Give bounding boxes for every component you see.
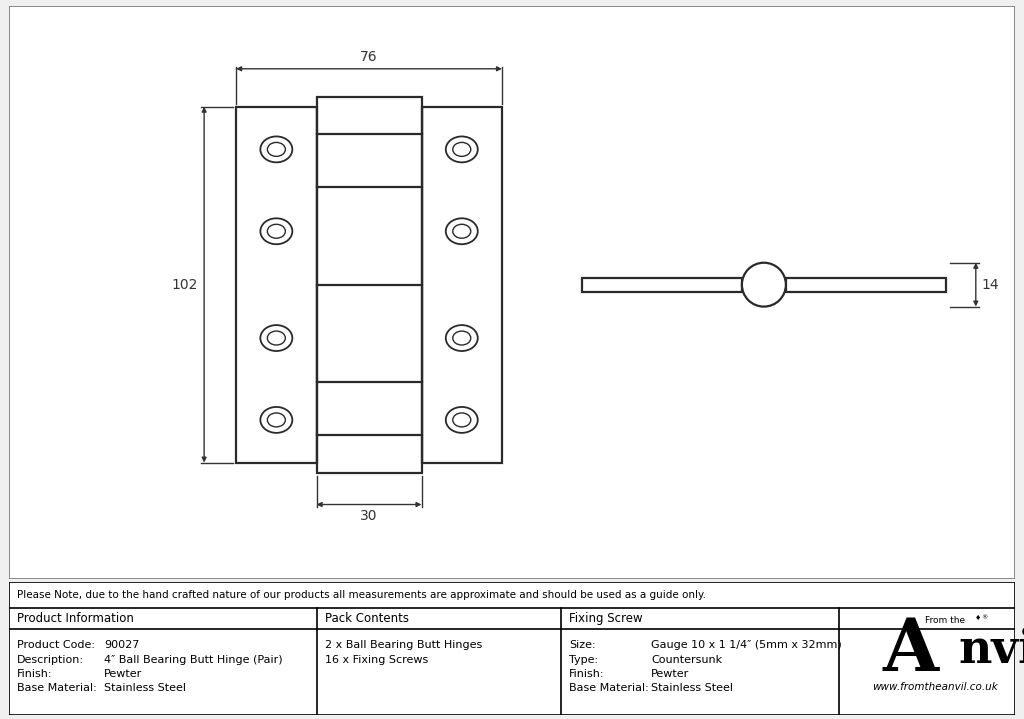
Text: 30: 30 bbox=[360, 510, 378, 523]
Text: Stainless Steel: Stainless Steel bbox=[104, 683, 186, 693]
Text: Pack Contents: Pack Contents bbox=[325, 612, 409, 625]
Text: Pewter: Pewter bbox=[104, 669, 142, 679]
Ellipse shape bbox=[267, 413, 286, 427]
Text: From the: From the bbox=[925, 616, 965, 625]
Text: Pewter: Pewter bbox=[651, 669, 689, 679]
Ellipse shape bbox=[445, 325, 478, 351]
Ellipse shape bbox=[445, 137, 478, 162]
Bar bbox=[237, 106, 316, 462]
Bar bbox=[582, 278, 742, 292]
Text: Type:: Type: bbox=[569, 656, 598, 665]
Text: Base Material:: Base Material: bbox=[569, 683, 649, 693]
Circle shape bbox=[742, 262, 785, 306]
Bar bbox=[785, 278, 946, 292]
Ellipse shape bbox=[453, 224, 471, 238]
Text: 4″ Ball Bearing Butt Hinge (Pair): 4″ Ball Bearing Butt Hinge (Pair) bbox=[104, 656, 283, 665]
Text: Finish:: Finish: bbox=[17, 669, 52, 679]
Ellipse shape bbox=[445, 407, 478, 433]
Ellipse shape bbox=[267, 331, 286, 345]
Text: Countersunk: Countersunk bbox=[651, 656, 722, 665]
Text: 14: 14 bbox=[982, 278, 999, 292]
Text: Finish:: Finish: bbox=[569, 669, 604, 679]
Text: A: A bbox=[883, 615, 939, 686]
Ellipse shape bbox=[453, 413, 471, 427]
Text: Product Code:: Product Code: bbox=[17, 641, 95, 651]
Ellipse shape bbox=[260, 325, 292, 351]
Text: nvil: nvil bbox=[958, 628, 1024, 674]
Text: 76: 76 bbox=[360, 50, 378, 64]
Bar bbox=[316, 97, 422, 472]
Ellipse shape bbox=[453, 142, 471, 156]
Text: Base Material:: Base Material: bbox=[17, 683, 97, 693]
Ellipse shape bbox=[453, 331, 471, 345]
Text: 16 x Fixing Screws: 16 x Fixing Screws bbox=[325, 656, 428, 665]
Ellipse shape bbox=[260, 219, 292, 244]
Ellipse shape bbox=[267, 224, 286, 238]
Text: Stainless Steel: Stainless Steel bbox=[651, 683, 733, 693]
Ellipse shape bbox=[260, 137, 292, 162]
Bar bbox=[422, 106, 502, 462]
Text: Description:: Description: bbox=[17, 656, 84, 665]
Text: 90027: 90027 bbox=[104, 641, 139, 651]
Ellipse shape bbox=[267, 142, 286, 156]
Text: Product Information: Product Information bbox=[17, 612, 134, 625]
Text: Size:: Size: bbox=[569, 641, 596, 651]
Text: ®: ® bbox=[981, 615, 987, 620]
Text: Gauge 10 x 1 1/4″ (5mm x 32mm): Gauge 10 x 1 1/4″ (5mm x 32mm) bbox=[651, 641, 842, 651]
Ellipse shape bbox=[260, 407, 292, 433]
Text: Fixing Screw: Fixing Screw bbox=[569, 612, 643, 625]
Ellipse shape bbox=[445, 219, 478, 244]
Text: 102: 102 bbox=[172, 278, 198, 292]
Text: Please Note, due to the hand crafted nature of our products all measurements are: Please Note, due to the hand crafted nat… bbox=[17, 590, 707, 600]
Text: www.fromtheanvil.co.uk: www.fromtheanvil.co.uk bbox=[872, 682, 997, 692]
Text: ♦: ♦ bbox=[975, 615, 981, 621]
Text: 2 x Ball Bearing Butt Hinges: 2 x Ball Bearing Butt Hinges bbox=[325, 641, 482, 651]
